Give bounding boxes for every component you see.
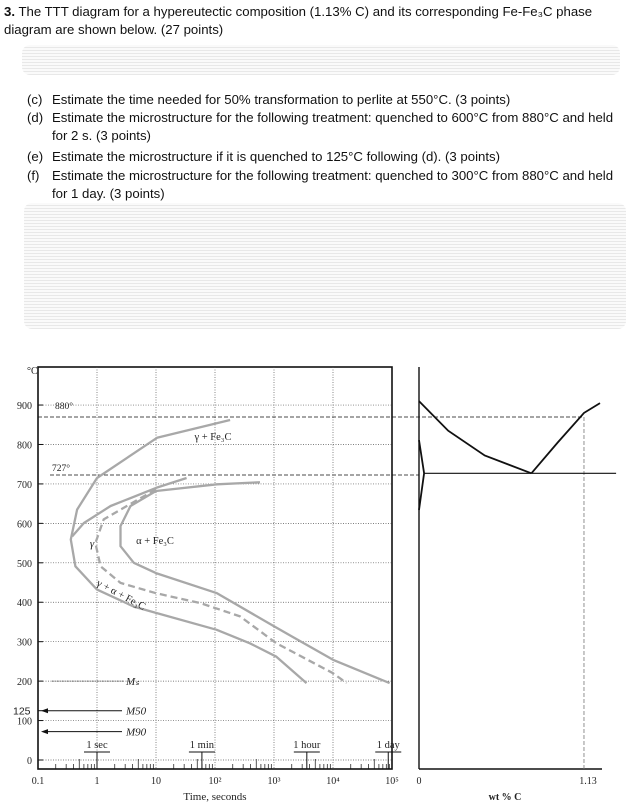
question-item-f: (f) Estimate the microstructure for the f… <box>27 167 627 203</box>
y-tick-label: 0 <box>27 756 32 767</box>
label-martensite-Ms: Mₛ <box>125 676 140 688</box>
x-tick-label: 10³ <box>268 776 281 787</box>
item-label: (e) <box>27 149 44 164</box>
ttt-curve-4 <box>119 481 391 685</box>
time-marker-label: 1 day <box>377 740 401 751</box>
y-tick-label: 900 <box>17 401 32 412</box>
time-marker-label: 1 min <box>190 740 215 751</box>
phase-x-tick-label: 0 <box>417 776 422 787</box>
arrow-head-icon <box>41 708 48 714</box>
y-tick-label-125: 125 <box>13 706 31 718</box>
item-text: Estimate the microstructure for the foll… <box>52 110 614 143</box>
redacted-region <box>22 45 620 75</box>
label-880: 880° <box>55 401 73 412</box>
x-tick-label: 10⁵ <box>385 776 399 787</box>
question-text: The TTT diagram for a hypereutectic comp… <box>4 4 593 37</box>
time-marker-label: 1 hour <box>293 740 321 751</box>
x-tick-label: 10 <box>151 776 161 787</box>
item-text: Estimate the microstructure if it is que… <box>52 149 500 164</box>
item-label: (d) <box>27 110 44 125</box>
item-label: (f) <box>27 168 40 183</box>
ttt-curve-3 <box>94 488 348 685</box>
phase-curve-alpha <box>418 439 426 511</box>
y-tick-label: 200 <box>17 677 32 688</box>
item-label: (c) <box>27 92 43 107</box>
time-marker-label: 1 sec <box>86 740 108 751</box>
y-tick-label: 600 <box>17 519 32 530</box>
question-item-d: (d) Estimate the microstructure for the f… <box>27 109 627 145</box>
item-text: Estimate the microstructure for the foll… <box>52 168 614 201</box>
phase-curve-A3 <box>418 400 532 475</box>
phase-x-axis-label: wt % C <box>489 792 522 803</box>
y-tick-label: 300 <box>17 638 32 649</box>
label-martensite-M90: M90 <box>125 727 147 739</box>
question-number: 3. <box>4 4 15 19</box>
arrow-head-icon <box>41 729 48 735</box>
x-axis-label: Time, seconds <box>183 791 246 803</box>
question-item-c: (c) Estimate the time needed for 50% tran… <box>27 91 627 109</box>
x-tick-label: 0.1 <box>32 776 45 787</box>
region-label-alpha-fe3c: α + Fe₃C <box>136 536 174 547</box>
y-tick-label: 100 <box>17 717 32 728</box>
phase-x-tick-label: 1.13 <box>579 776 597 787</box>
redacted-region <box>24 203 626 329</box>
phase-curve-Acm <box>530 402 601 474</box>
region-label-gamma: γ <box>90 538 95 550</box>
label-martensite-M50: M50 <box>125 706 147 718</box>
question-title: 3. The TTT diagram for a hypereutectic c… <box>4 3 634 39</box>
x-tick-label: 1 <box>95 776 100 787</box>
x-tick-label: 10⁴ <box>326 776 340 787</box>
region-label-gamma-fe3c: γ + Fe₃C <box>194 432 232 443</box>
ttt-curve-2 <box>71 476 187 538</box>
y-tick-label: 700 <box>17 480 32 491</box>
x-tick-label: 10² <box>209 776 222 787</box>
ttt-curve-1 <box>69 418 308 684</box>
y-axis-unit: °C <box>27 366 38 377</box>
y-tick-label: 400 <box>17 598 32 609</box>
label-727: 727° <box>52 463 70 474</box>
y-tick-label: 500 <box>17 559 32 570</box>
y-tick-label: 800 <box>17 440 32 451</box>
question-item-e: (e) Estimate the microstructure if it is … <box>27 148 627 166</box>
item-text: Estimate the time needed for 50% transfo… <box>52 92 511 107</box>
